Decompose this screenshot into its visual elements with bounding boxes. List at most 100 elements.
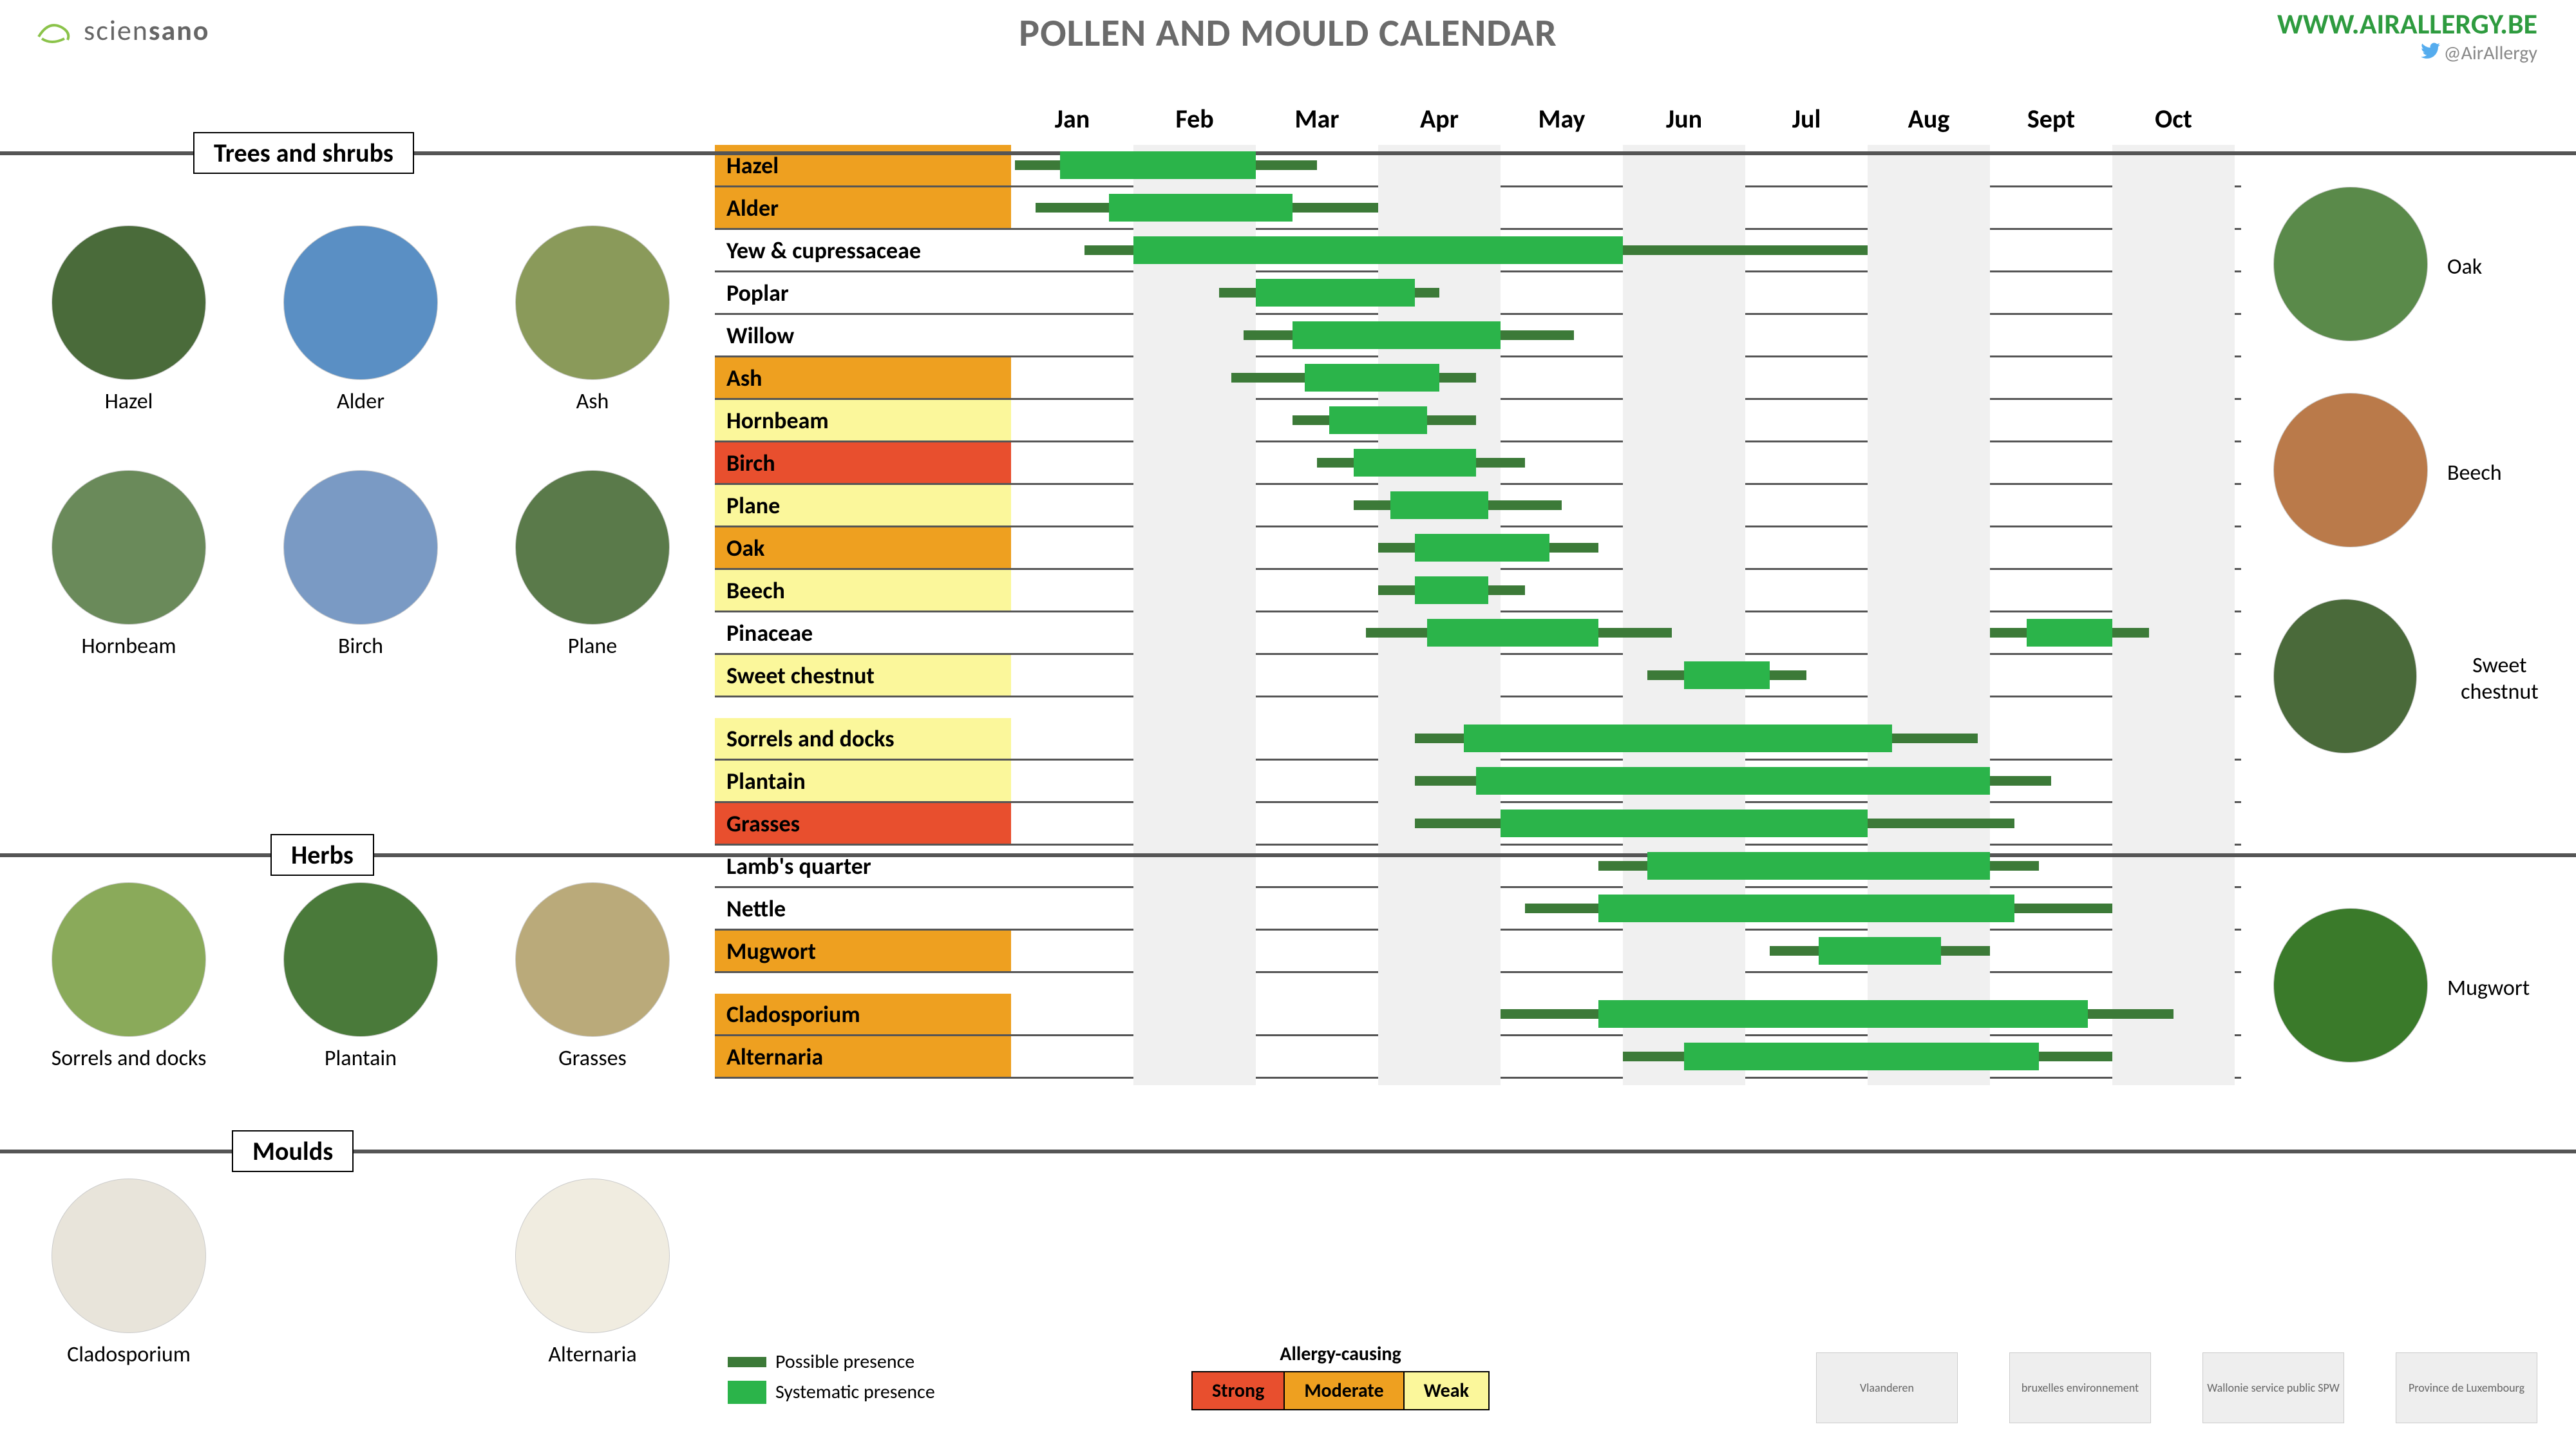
month-label: Aug (1868, 103, 1990, 135)
species-thumbnail: Plane (496, 470, 689, 659)
calendar-row: Ash (715, 357, 2241, 400)
allergy-legend: Allergy-causing StrongModerateWeak (1191, 1342, 1490, 1410)
species-label: Willow (715, 315, 1011, 355)
species-label: Poplar (715, 272, 1011, 313)
species-thumb-label: Plantain (264, 1045, 457, 1072)
month-label: Jan (1011, 103, 1133, 135)
row-chart (1011, 803, 2241, 844)
calendar-row: Sweet chestnut (715, 655, 2241, 697)
species-image (283, 225, 438, 380)
row-chart (1011, 1036, 2241, 1077)
calendar-row: Lamb's quarter (715, 846, 2241, 888)
row-chart (1011, 485, 2241, 526)
calendar-row: Hornbeam (715, 400, 2241, 442)
row-chart (1011, 187, 2241, 228)
species-thumbnail: Birch (264, 470, 457, 659)
row-chart (1011, 272, 2241, 313)
species-thumb-label: Sweet chestnut (2436, 652, 2563, 705)
species-image (52, 1179, 206, 1333)
systematic-presence-bar (1819, 937, 1941, 965)
systematic-presence-bar (2027, 619, 2112, 647)
possible-presence-label: Possible presence (775, 1350, 914, 1374)
row-chart (1011, 145, 2241, 185)
species-thumb-label: Ash (496, 388, 689, 415)
sponsor-logo: Wallonie service public SPW (2202, 1352, 2344, 1423)
species-thumb-label: Birch (264, 633, 457, 659)
systematic-presence-bar (1684, 661, 1770, 689)
calendar-row: Birch (715, 442, 2241, 485)
row-chart (1011, 570, 2241, 611)
species-thumbnail: Plantain (264, 882, 457, 1072)
sciensano-logo: sciensano (32, 13, 209, 48)
species-image (52, 882, 206, 1037)
species-thumbnail: Grasses (496, 882, 689, 1072)
species-thumbnail: Hornbeam (32, 470, 225, 659)
systematic-presence-bar (1305, 364, 1439, 392)
twitter-handle[interactable]: @AirAllergy (2277, 41, 2537, 65)
month-header-row: JanFebMarAprMayJunJulAugSeptOct (1011, 103, 2235, 135)
calendar-row: Poplar (715, 272, 2241, 315)
systematic-presence-bar (1415, 576, 1488, 604)
species-thumbnail: Mugwort (2273, 908, 2563, 1063)
species-image (52, 470, 206, 625)
species-thumb-label: Alder (264, 388, 457, 415)
species-thumbnail: Beech (2273, 393, 2563, 547)
systematic-presence-bar (1501, 810, 1868, 837)
species-thumbnail: Ash (496, 225, 689, 415)
species-thumb-label: Hazel (32, 388, 225, 415)
species-thumbnail: Sorrels and docks (32, 882, 225, 1072)
species-label: Yew & cupressaceae (715, 230, 1011, 270)
calendar-row: Mugwort (715, 931, 2241, 973)
row-chart (1011, 400, 2241, 440)
species-thumbnail: Hazel (32, 225, 225, 415)
species-image (2273, 187, 2428, 341)
species-label: Oak (715, 527, 1011, 568)
systematic-presence-bar (1390, 491, 1488, 519)
species-image (283, 470, 438, 625)
calendar-row: Plane (715, 485, 2241, 527)
systematic-presence-bar (1598, 895, 2014, 922)
calendar-row: Plantain (715, 761, 2241, 803)
species-thumb-label: Grasses (496, 1045, 689, 1072)
species-thumb-label: Sorrels and docks (32, 1045, 225, 1072)
row-chart (1011, 931, 2241, 971)
species-thumb-label: Oak (2447, 254, 2482, 280)
calendar-row: Nettle (715, 888, 2241, 931)
allergy-level-box: Weak (1405, 1372, 1488, 1409)
calendar-row: Alder (715, 187, 2241, 230)
calendar-rows: HazelAlderYew & cupressaceaePoplarWillow… (715, 145, 2241, 1085)
species-label: Lamb's quarter (715, 846, 1011, 886)
row-chart (1011, 888, 2241, 929)
systematic-presence-bar (1109, 194, 1293, 222)
systematic-presence-bar (1354, 449, 1476, 477)
month-label: May (1501, 103, 1623, 135)
species-label: Alder (715, 187, 1011, 228)
species-label: Beech (715, 570, 1011, 611)
species-thumbnail: Alternaria (496, 1179, 689, 1368)
systematic-presence-bar (1427, 619, 1598, 647)
sponsor-logo: bruxelles environnement (2009, 1352, 2151, 1423)
allergy-level-box: Moderate (1285, 1372, 1404, 1409)
species-label: Birch (715, 442, 1011, 483)
species-image (2273, 393, 2428, 547)
species-label: Plane (715, 485, 1011, 526)
row-chart (1011, 612, 2241, 653)
calendar-row: Willow (715, 315, 2241, 357)
systematic-presence-bar (1133, 236, 1623, 264)
systematic-presence-bar (1684, 1043, 2039, 1070)
species-label: Sweet chestnut (715, 655, 1011, 696)
month-label: Apr (1378, 103, 1501, 135)
species-label: Hornbeam (715, 400, 1011, 440)
trees-section-header: Trees and shrubs (193, 132, 414, 174)
allergy-level-box: Strong (1193, 1372, 1285, 1409)
species-label: Alternaria (715, 1036, 1011, 1077)
website-url[interactable]: WWW.AIRALLERGY.BE (2277, 6, 2537, 41)
species-image (515, 470, 670, 625)
species-image (515, 225, 670, 380)
month-label: Mar (1256, 103, 1378, 135)
species-label: Cladosporium (715, 994, 1011, 1034)
row-chart (1011, 761, 2241, 801)
sponsor-logos: Vlaanderenbruxelles environnementWalloni… (1816, 1352, 2537, 1423)
species-thumb-label: Alternaria (496, 1341, 689, 1368)
moulds-section-header: Moulds (232, 1130, 354, 1172)
